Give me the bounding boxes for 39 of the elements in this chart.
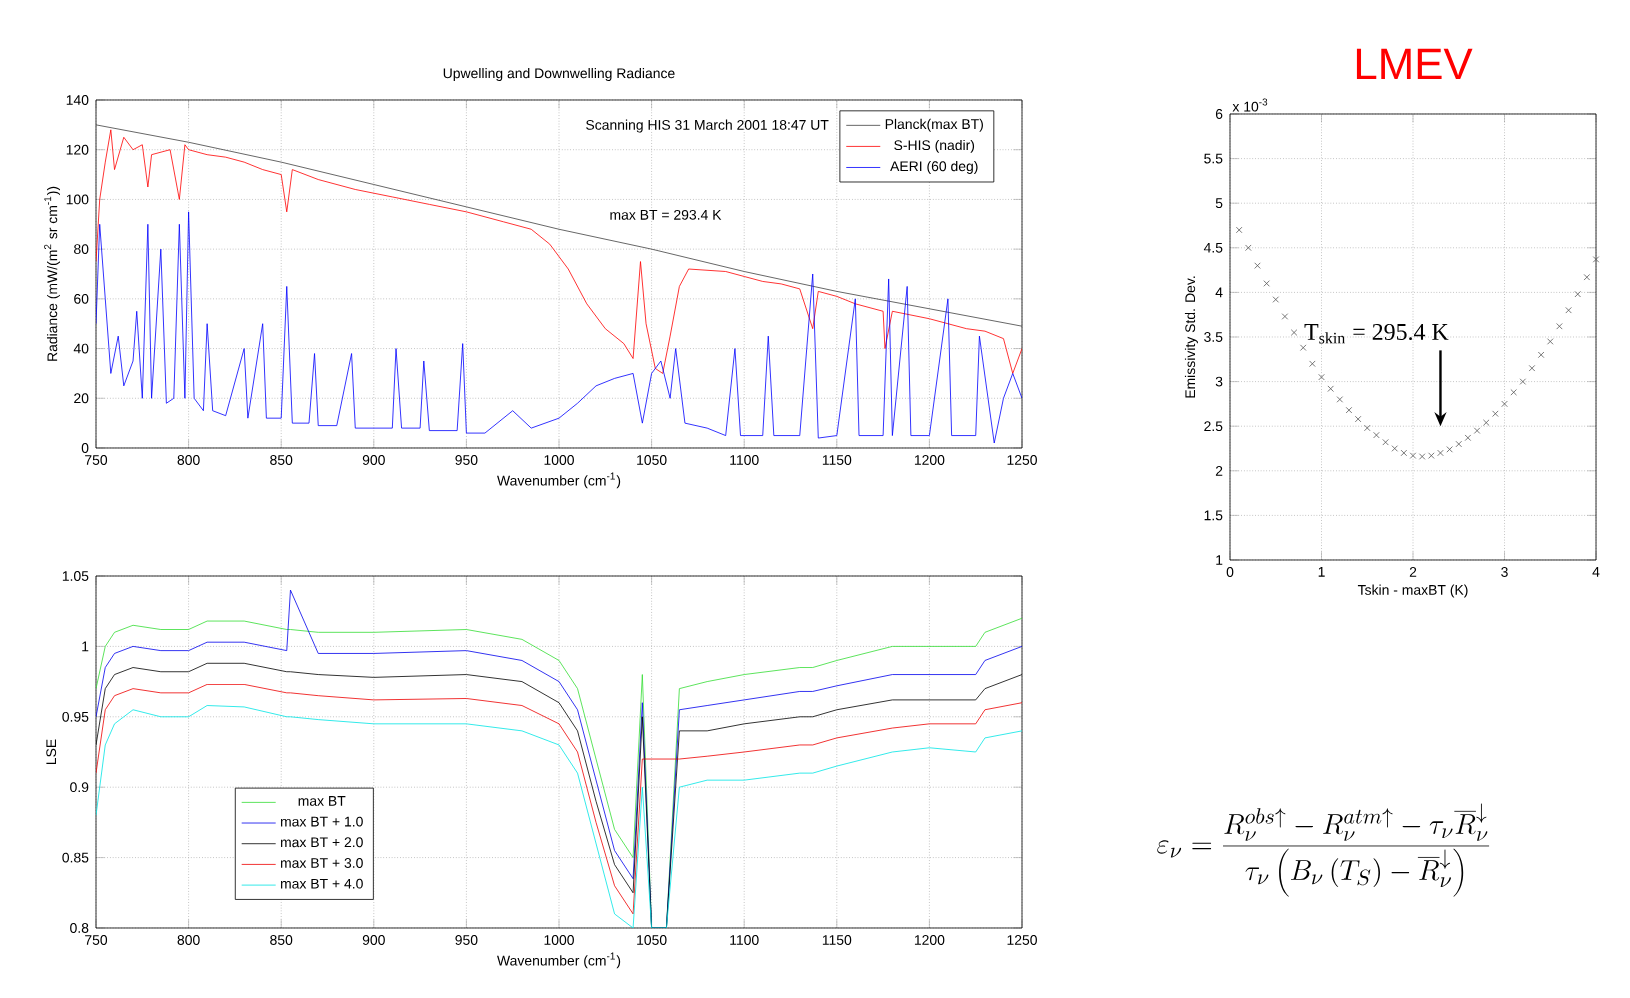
point — [1272, 296, 1279, 303]
point — [1309, 360, 1316, 367]
point — [1299, 344, 1307, 351]
point — [1519, 378, 1527, 385]
point — [1547, 338, 1554, 345]
point — [1574, 290, 1581, 298]
point — [1245, 244, 1252, 252]
point — [1364, 424, 1371, 432]
text: $\varepsilon_\nu = \frac{R_\nu^{obs\uparrow} - R_\nu^{atm\uparrow} - \tau_\nu \overline{R}_\nu^{\downarrow}}{\tau_\nu\left(B_\nu\left(T_S\right) - \overline{R}_\nu^{\downarrow}\right)}$ — [1157, 803, 1490, 897]
point — [1382, 439, 1389, 446]
point — [1345, 406, 1353, 414]
point — [1354, 415, 1362, 423]
point — [1318, 373, 1325, 381]
point — [1537, 351, 1545, 359]
point — [1556, 323, 1563, 330]
line-series — [96, 129, 1022, 374]
point — [1327, 385, 1334, 392]
point — [1373, 431, 1380, 439]
point — [1528, 364, 1536, 372]
point — [1336, 396, 1344, 403]
point — [1473, 427, 1481, 434]
point — [1254, 262, 1261, 269]
point — [1281, 313, 1289, 320]
chart-title: LMEV — [1356, 48, 1473, 80]
point — [1565, 307, 1572, 314]
point — [1446, 446, 1453, 453]
point — [1510, 389, 1517, 396]
point — [1391, 445, 1398, 452]
point — [1263, 280, 1270, 287]
point — [1492, 410, 1499, 417]
point — [1464, 434, 1472, 442]
point — [1482, 419, 1490, 426]
point — [1235, 226, 1243, 234]
annotation: T$_{skin}$ = 295.4 K — [1304, 323, 1449, 344]
point — [1290, 329, 1298, 336]
point — [1592, 256, 1600, 263]
point — [1583, 274, 1591, 281]
point — [1501, 400, 1508, 408]
point — [1455, 440, 1462, 448]
